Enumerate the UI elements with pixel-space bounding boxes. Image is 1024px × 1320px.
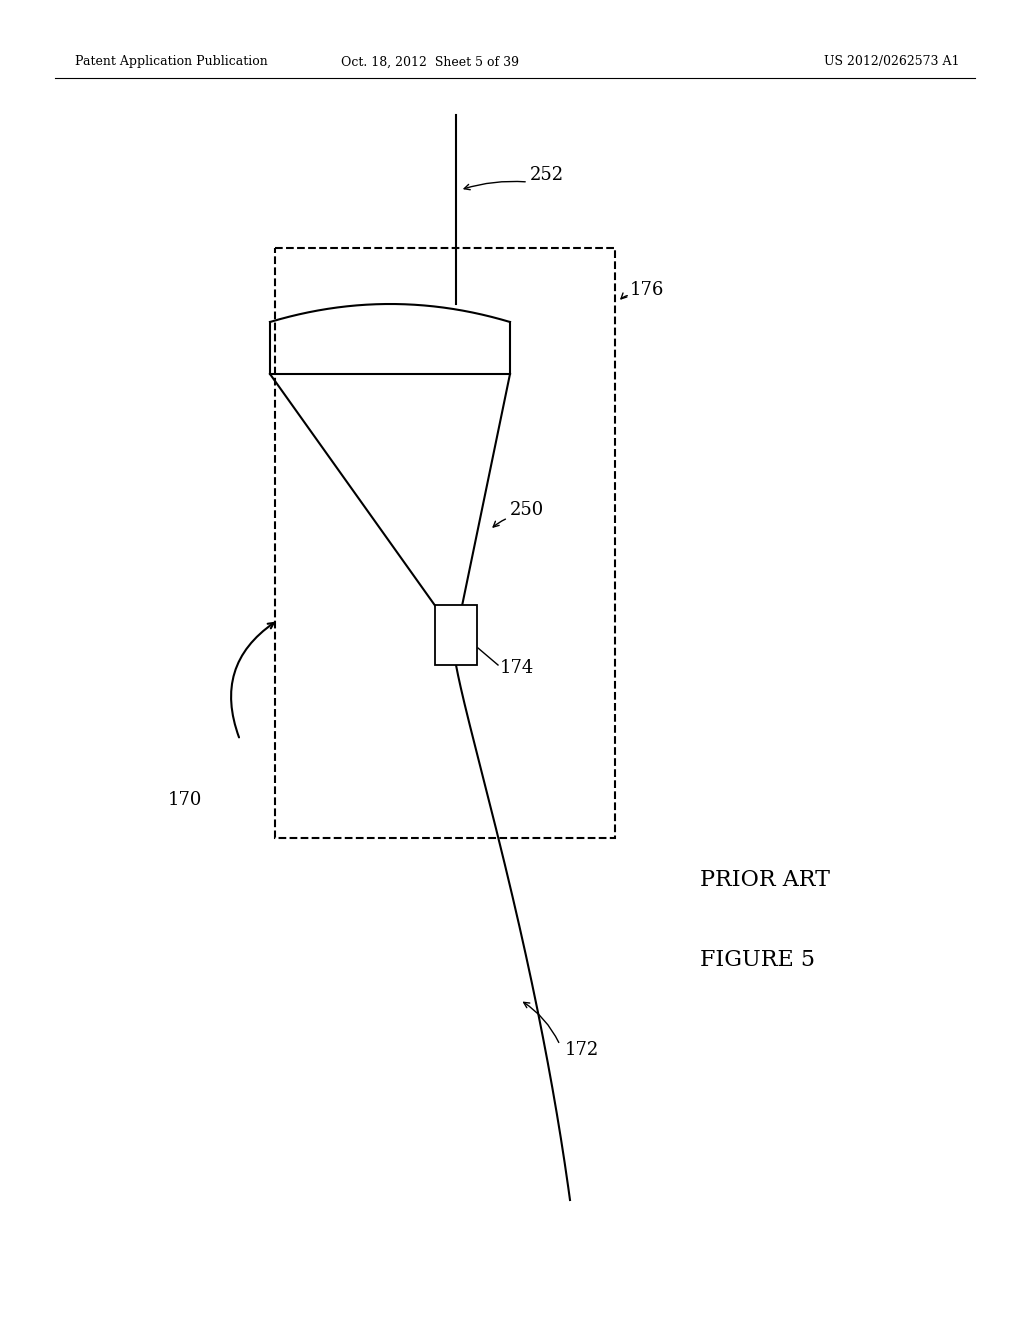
Text: PRIOR ART: PRIOR ART [700,869,830,891]
Text: 176: 176 [630,281,665,300]
Text: 174: 174 [500,659,535,677]
Text: FIGURE 5: FIGURE 5 [700,949,815,972]
Text: 250: 250 [510,502,544,519]
Bar [435,605,477,665]
Text: 172: 172 [565,1041,599,1059]
Text: Oct. 18, 2012  Sheet 5 of 39: Oct. 18, 2012 Sheet 5 of 39 [341,55,519,69]
Text: 170: 170 [168,791,203,809]
Bar [275,248,615,838]
Text: Patent Application Publication: Patent Application Publication [75,55,267,69]
Text: 252: 252 [530,166,564,183]
Text: US 2012/0262573 A1: US 2012/0262573 A1 [824,55,961,69]
